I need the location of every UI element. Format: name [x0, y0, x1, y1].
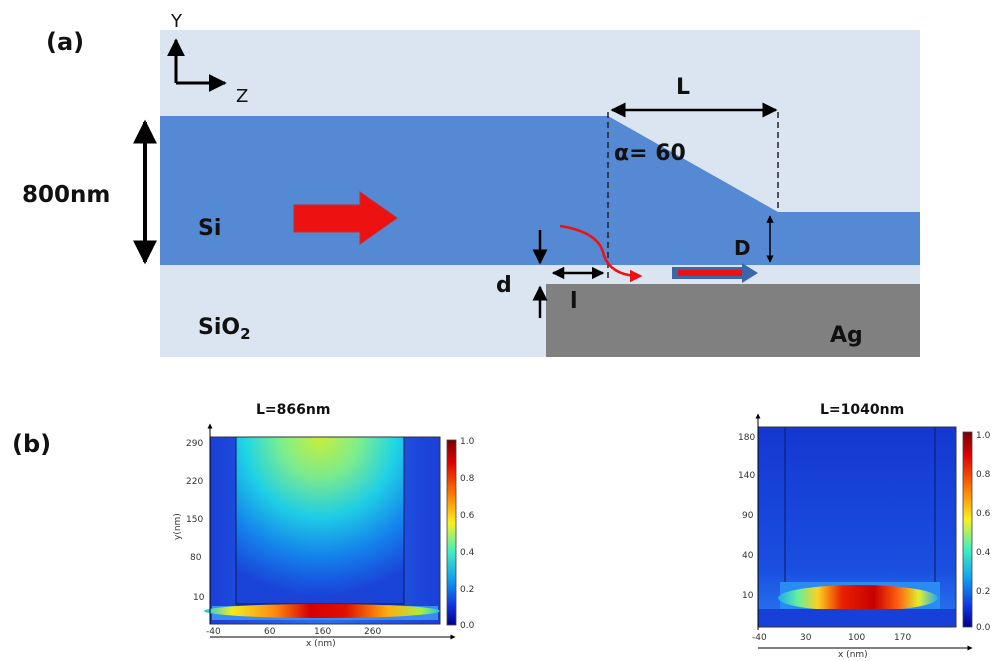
coupling-arrow [559, 224, 643, 283]
ytick: 180 [738, 433, 755, 443]
cbar-tick: 0.0 [976, 623, 991, 633]
xtick: 100 [848, 633, 865, 643]
map-title: L=1040nm [820, 402, 904, 418]
axis-z-label: Z [236, 86, 248, 107]
cbar-tick: 0.4 [460, 548, 475, 558]
si-label: Si [198, 216, 221, 241]
thickness-label: 800nm [22, 182, 110, 208]
cbar-tick: 1.0 [460, 437, 475, 447]
ytick: 80 [190, 553, 202, 563]
field-map-1: L=866nm 290 220 150 80 10 y(nm) -40 60 1… [173, 402, 475, 649]
y-axis-label: y(nm) [173, 513, 183, 540]
alpha-label: α= 60 [614, 141, 686, 166]
ytick: 90 [742, 511, 754, 521]
ytick: 40 [742, 551, 754, 561]
ytick: 220 [186, 477, 203, 487]
colorbar [446, 439, 457, 626]
cbar-tick: 0.6 [976, 509, 991, 519]
xtick: -40 [752, 633, 767, 643]
x-axis-label: x (nm) [306, 639, 336, 649]
panel-a: (a) Y Z 800nm Si SiO2 Ag L α= 60 D [22, 11, 920, 357]
map-title: L=866nm [256, 402, 330, 418]
colorbar [962, 431, 973, 628]
panel-b: (b) L=866nm 290 220 150 80 10 y(nm) -40 … [12, 402, 991, 660]
cbar-tick: 1.0 [976, 431, 991, 441]
xtick: 170 [894, 633, 911, 643]
panel-b-label: (b) [12, 430, 51, 458]
cbar-tick: 0.6 [460, 511, 475, 521]
xtick: -40 [206, 627, 221, 637]
xtick: 160 [314, 627, 331, 637]
panel-a-label: (a) [46, 28, 84, 56]
cbar-tick: 0.8 [976, 470, 991, 480]
offset-label: l [570, 289, 578, 314]
ag-label: Ag [830, 323, 863, 348]
big-d-label: D [734, 236, 751, 260]
small-d-label: d [496, 273, 512, 298]
substrate-band [758, 609, 956, 627]
coordinate-axes: Y Z [167, 11, 248, 107]
x-axis-label: x (nm) [838, 650, 868, 660]
xtick: 30 [800, 633, 812, 643]
ytick: 290 [186, 439, 203, 449]
axis-y-label: Y [170, 11, 183, 32]
xtick: 260 [364, 627, 381, 637]
ytick: 150 [186, 515, 203, 525]
cbar-tick: 0.2 [460, 585, 474, 595]
ytick: 140 [738, 471, 755, 481]
cbar-tick: 0.4 [976, 548, 991, 558]
length-label: L [676, 75, 690, 100]
incident-light-arrow [293, 191, 398, 245]
hotspot [204, 604, 440, 618]
field-map-2: L=1040nm 180 140 90 40 10 -40 30 100 170… [738, 402, 991, 660]
ag-layer [546, 284, 920, 357]
xtick: 60 [264, 627, 276, 637]
hotspot [778, 585, 938, 611]
cbar-tick: 0.8 [460, 474, 475, 484]
ytick: 10 [742, 591, 754, 601]
cbar-tick: 0.0 [460, 621, 475, 631]
ytick: 10 [193, 593, 205, 603]
sio2-label: SiO2 [198, 315, 251, 343]
cbar-tick: 0.2 [976, 587, 990, 597]
